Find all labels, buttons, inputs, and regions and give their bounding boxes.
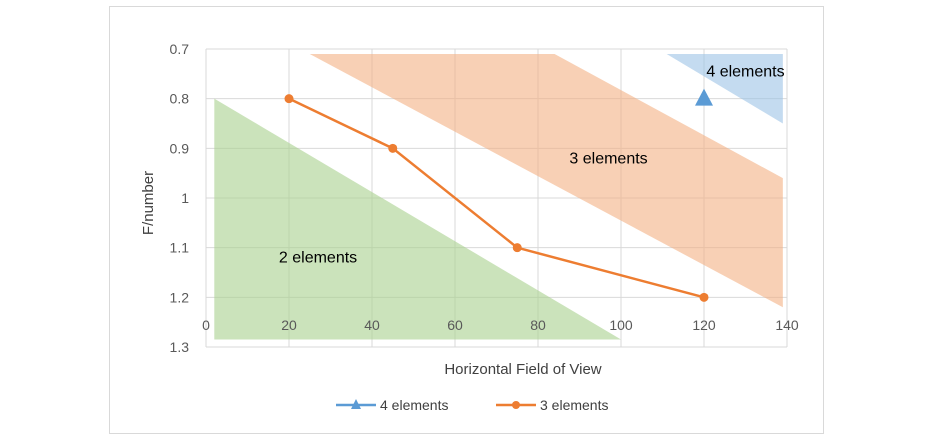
x-tick-label: 0 — [202, 317, 210, 333]
chart-frame: 0.7 0.8 0.9 1 1.1 1.2 1.3 0 20 40 60 80 100 120 140 2 … — [109, 6, 824, 434]
series-layer — [284, 88, 713, 302]
legend-marker-triangle — [351, 399, 361, 409]
legend-label: 3 elements — [540, 397, 608, 413]
data-point-circle — [388, 143, 398, 153]
data-point-circle — [284, 94, 294, 104]
x-tick-label: 100 — [609, 317, 633, 333]
y-tick-label: 0.7 — [170, 41, 190, 57]
legend-label: 4 elements — [380, 397, 448, 413]
region-label: 3 elements — [569, 150, 647, 167]
y-tick-label: 1.1 — [170, 240, 190, 256]
x-axis-title: Horizontal Field of View — [444, 361, 601, 378]
legend-marker-circle — [512, 401, 520, 409]
x-tick-label: 40 — [364, 317, 380, 333]
series-line — [288, 97, 705, 299]
x-tick-label: 120 — [692, 317, 716, 333]
data-point-circle — [512, 243, 522, 253]
region-area — [666, 53, 783, 124]
region-labels: 2 elements 3 elements 4 elements — [279, 63, 785, 266]
x-tick-label: 60 — [447, 317, 463, 333]
axes: 0.7 0.8 0.9 1 1.1 1.2 1.3 0 20 40 60 80 100 120 140 — [170, 41, 799, 355]
x-tick-label: 20 — [281, 317, 297, 333]
chart-svg: 0.7 0.8 0.9 1 1.1 1.2 1.3 0 20 40 60 80 100 120 140 2 … — [140, 41, 799, 413]
region-area — [214, 98, 622, 340]
y-tick-label: 1.3 — [170, 339, 190, 355]
y-axis-title: F/number — [140, 171, 157, 235]
y-tick-label: 1 — [181, 190, 189, 206]
data-point-circle — [699, 292, 709, 302]
region-label: 2 elements — [279, 250, 357, 267]
y-tick-label: 0.8 — [170, 91, 190, 107]
data-point-triangle — [695, 88, 713, 106]
x-tick-label: 80 — [530, 317, 546, 333]
y-tick-label: 1.2 — [170, 289, 190, 305]
region-label: 4 elements — [706, 63, 784, 80]
y-tick-label: 0.9 — [170, 140, 190, 156]
regions — [214, 53, 783, 340]
x-tick-label: 140 — [775, 317, 799, 333]
region-area — [309, 53, 783, 308]
legend: 4 elements 3 elements — [336, 397, 608, 413]
